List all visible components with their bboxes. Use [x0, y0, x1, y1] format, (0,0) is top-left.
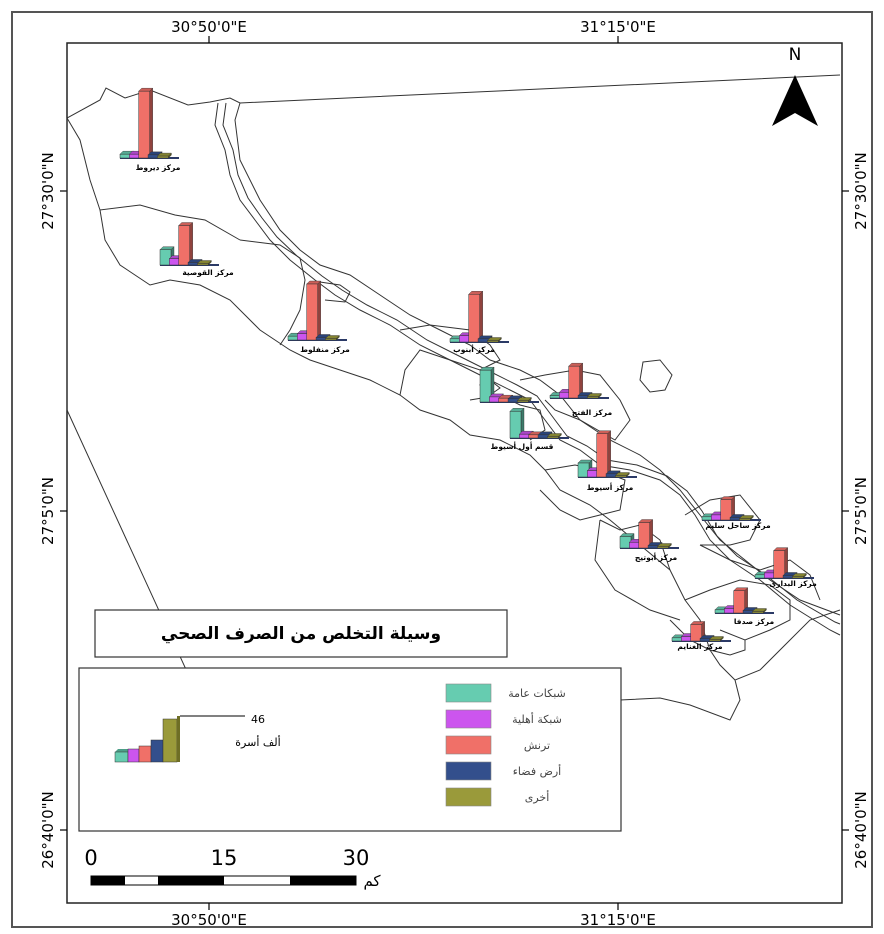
legend-items: شبكات عامة شبكة أهلية ترنش أرض فضاء أخرى [445, 683, 566, 807]
bar-side [149, 87, 153, 159]
district-label: مركز أسيوط [587, 482, 634, 492]
bar [657, 546, 669, 549]
top-lon-label-1: 30°50'0"E [171, 18, 247, 36]
bar-side [607, 430, 611, 478]
scale-label-30: 30 [343, 846, 370, 870]
top-lon-label-2: 31°15'0"E [580, 18, 656, 36]
legend-label: أرض فضاء [513, 764, 562, 778]
district-chart: مركز منفلوط [287, 280, 350, 354]
district-chart: مركز ديروط [119, 87, 181, 172]
legend-swatch [445, 761, 492, 781]
legend-sample-value: 46 [251, 713, 265, 726]
scale-unit: كم [363, 872, 381, 890]
north-arrow-icon: N [772, 45, 818, 126]
bar [615, 475, 627, 478]
district-chart: مركز أسيوط [577, 430, 637, 492]
legend-label: شبكات عامة [508, 687, 566, 700]
right-lat-label-3: 26°40'0"N [852, 791, 870, 868]
district-chart: مركز الفتح [549, 362, 613, 417]
legend-label: شبكة أهلية [512, 712, 562, 726]
bar [792, 576, 804, 579]
legend-swatch [445, 709, 492, 729]
legend-sample-chart: 46 ألف أسرة [114, 713, 281, 763]
district-chart [479, 366, 539, 403]
legend-swatch [445, 683, 492, 703]
bar [197, 263, 209, 266]
bar [325, 338, 337, 341]
bar [157, 155, 169, 159]
district-label: مركز الفتح [572, 408, 613, 417]
district-label: قسم أول أسيوط [491, 441, 554, 451]
scale-label-0: 0 [84, 846, 97, 870]
district-label: مركز صدفا [734, 617, 775, 626]
district-chart: مركز ساحل سليم [701, 496, 771, 530]
bottom-lon-label-1: 30°50'0"E [171, 911, 247, 929]
district-label: مركز البدارى [769, 579, 817, 588]
bar [638, 522, 650, 549]
bar [739, 518, 751, 521]
bar [720, 499, 732, 521]
left-lat-label-1: 27°30'0"N [39, 152, 57, 229]
district-chart: مركز البدارى [754, 547, 817, 588]
district-label: مركز القوصية [182, 268, 234, 277]
legend-label: أخرى [525, 790, 550, 804]
bar [517, 400, 529, 403]
bar [306, 283, 318, 341]
district-label: مركز ديروط [136, 163, 181, 172]
bar-side [317, 280, 321, 341]
district-chart: مركز القوصية [159, 222, 234, 277]
bar [178, 225, 190, 266]
legend-swatch [445, 735, 492, 755]
map-title: وسيلة التخلص من الصرف الصحي [161, 624, 441, 644]
title-box [94, 609, 508, 658]
district-label: مركز الغنايم [677, 642, 722, 651]
scale-label-15: 15 [211, 846, 238, 870]
bar [596, 433, 608, 478]
bar [733, 590, 745, 614]
bar [138, 90, 150, 159]
legend-swatch [445, 787, 492, 807]
bar [509, 411, 522, 439]
right-lat-label-1: 27°30'0"N [852, 152, 870, 229]
bottom-lon-label-2: 31°15'0"E [580, 911, 656, 929]
district-chart: مركز الغنايم [671, 620, 731, 651]
bar-side [189, 222, 193, 266]
district-chart: مركز أبنوب [449, 290, 509, 354]
bar [773, 550, 785, 579]
left-lat-label-2: 27°5'0"N [39, 477, 57, 545]
legend-sample-unit: ألف أسرة [235, 735, 280, 749]
bar [479, 369, 492, 403]
district-chart: مركز صدفا [714, 587, 775, 626]
svg-text:N: N [789, 45, 802, 65]
bar [709, 639, 721, 642]
bar [547, 436, 559, 439]
district-chart: قسم أول أسيوط [491, 407, 569, 451]
bar [587, 396, 599, 399]
graticule-ticks [60, 36, 849, 910]
district-label: مركز أبوتيج [635, 552, 678, 562]
district-chart: مركز أبوتيج [619, 519, 679, 562]
district-label: مركز منفلوط [300, 345, 350, 354]
scale-bar: 0 15 30 كم [84, 846, 381, 890]
legend-label: ترنش [524, 739, 550, 752]
bar [752, 611, 764, 614]
bar [690, 624, 702, 642]
bar [468, 294, 480, 343]
district-boundaries [66, 74, 841, 721]
bar [568, 365, 580, 399]
left-lat-label-3: 26°40'0"N [39, 791, 57, 868]
district-charts: مركز ديروط مركز القوصية مركز منفلوط مركز أب… [119, 87, 817, 651]
bar [487, 340, 499, 343]
district-label: مركز أبنوب [453, 344, 495, 354]
bar-side [479, 290, 483, 343]
district-label: مركز ساحل سليم [705, 521, 771, 530]
right-lat-label-2: 27°5'0"N [852, 477, 870, 545]
